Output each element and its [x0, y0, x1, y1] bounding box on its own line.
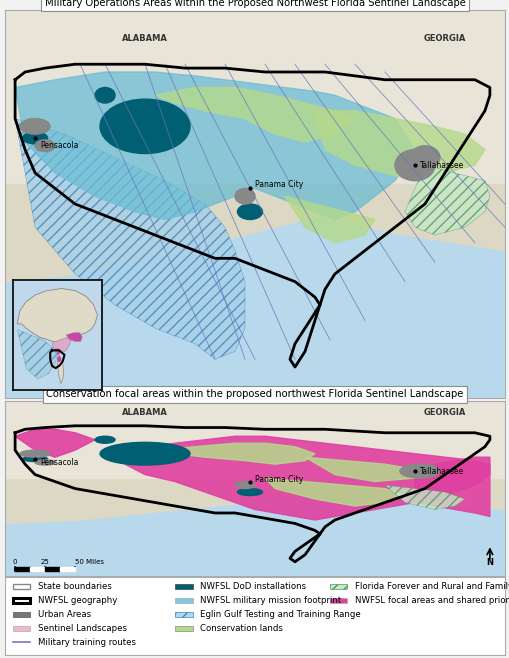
- Text: N: N: [486, 558, 492, 567]
- Polygon shape: [15, 429, 95, 457]
- Polygon shape: [414, 457, 489, 517]
- Bar: [175, 584, 192, 589]
- Polygon shape: [15, 118, 244, 359]
- Polygon shape: [265, 478, 404, 506]
- Text: NWFSL geography: NWFSL geography: [38, 596, 117, 605]
- Polygon shape: [17, 288, 97, 342]
- Text: Sentinel Landscapes: Sentinel Landscapes: [38, 624, 126, 633]
- Polygon shape: [30, 567, 45, 570]
- Text: Florida Forever and Rural and Family Lands projects: Florida Forever and Rural and Family Lan…: [354, 582, 509, 591]
- Text: Urban Areas: Urban Areas: [38, 610, 91, 619]
- Ellipse shape: [235, 188, 254, 204]
- Polygon shape: [5, 480, 504, 524]
- Polygon shape: [155, 443, 315, 464]
- Bar: [13, 612, 30, 617]
- Text: ALABAMA: ALABAMA: [122, 409, 167, 417]
- Bar: [329, 598, 347, 603]
- Text: NWFSL military mission footprint: NWFSL military mission footprint: [200, 596, 341, 605]
- Text: Eglin Gulf Testing and Training Range: Eglin Gulf Testing and Training Range: [200, 610, 360, 619]
- Polygon shape: [5, 401, 504, 480]
- Polygon shape: [60, 567, 75, 570]
- Polygon shape: [155, 88, 354, 142]
- Ellipse shape: [237, 204, 262, 220]
- Polygon shape: [404, 165, 489, 235]
- Bar: [175, 626, 192, 630]
- Text: Tallahassee: Tallahassee: [419, 467, 463, 476]
- Bar: [329, 584, 347, 589]
- Text: Conservation lands: Conservation lands: [200, 624, 282, 633]
- Ellipse shape: [20, 118, 50, 134]
- Ellipse shape: [22, 132, 47, 144]
- Polygon shape: [45, 567, 60, 570]
- Title: Conservation focal areas within the proposed northwest Florida Sentinel Landscap: Conservation focal areas within the prop…: [46, 390, 463, 399]
- Text: NWFSL DoD installations: NWFSL DoD installations: [200, 582, 305, 591]
- Bar: [13, 626, 30, 630]
- Ellipse shape: [409, 145, 439, 169]
- Bar: [13, 598, 30, 603]
- Ellipse shape: [22, 456, 47, 461]
- Text: 25: 25: [41, 559, 49, 565]
- Polygon shape: [384, 485, 464, 509]
- Ellipse shape: [20, 450, 50, 457]
- Text: GEORGIA: GEORGIA: [423, 34, 465, 43]
- Ellipse shape: [237, 488, 262, 495]
- Bar: [13, 584, 30, 589]
- Text: Tallahassee: Tallahassee: [419, 161, 463, 170]
- Ellipse shape: [58, 357, 61, 361]
- Text: 50 Miles: 50 Miles: [75, 559, 104, 565]
- Text: NWFSL focal areas and shared priorities: NWFSL focal areas and shared priorities: [354, 596, 509, 605]
- Ellipse shape: [95, 436, 115, 443]
- Ellipse shape: [35, 460, 55, 465]
- Text: Military training routes: Military training routes: [38, 638, 135, 647]
- Polygon shape: [315, 111, 484, 181]
- Ellipse shape: [235, 482, 254, 488]
- Ellipse shape: [95, 88, 115, 103]
- Polygon shape: [5, 10, 504, 184]
- Text: ALABAMA: ALABAMA: [122, 34, 167, 43]
- Polygon shape: [17, 330, 57, 379]
- Bar: [175, 598, 192, 603]
- Polygon shape: [285, 196, 374, 243]
- Text: Panama City: Panama City: [254, 475, 303, 484]
- Ellipse shape: [100, 442, 190, 465]
- Text: GEORGIA: GEORGIA: [423, 409, 465, 417]
- Ellipse shape: [55, 349, 60, 354]
- Polygon shape: [304, 457, 424, 482]
- Title: Military Operations Areas within the Proposed Northwest Florida Sentinel Landsca: Military Operations Areas within the Pro…: [44, 0, 465, 8]
- Text: 0: 0: [13, 559, 17, 565]
- Text: Pensacola: Pensacola: [40, 458, 78, 467]
- Polygon shape: [52, 337, 71, 353]
- Polygon shape: [15, 72, 414, 220]
- Polygon shape: [66, 333, 82, 342]
- Text: Pensacola: Pensacola: [40, 141, 78, 150]
- Text: State boundaries: State boundaries: [38, 582, 111, 591]
- Ellipse shape: [100, 99, 190, 153]
- Polygon shape: [15, 567, 30, 570]
- Text: Panama City: Panama City: [254, 180, 303, 189]
- Bar: [175, 612, 192, 617]
- Ellipse shape: [394, 149, 434, 181]
- Ellipse shape: [35, 140, 55, 151]
- Polygon shape: [57, 353, 64, 384]
- Polygon shape: [5, 184, 504, 282]
- Ellipse shape: [399, 464, 439, 478]
- Polygon shape: [115, 436, 489, 520]
